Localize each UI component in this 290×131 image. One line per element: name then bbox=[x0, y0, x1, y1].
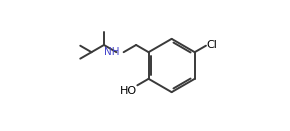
Text: HO: HO bbox=[119, 86, 137, 96]
Text: Cl: Cl bbox=[207, 40, 218, 50]
Text: NH: NH bbox=[104, 47, 119, 57]
